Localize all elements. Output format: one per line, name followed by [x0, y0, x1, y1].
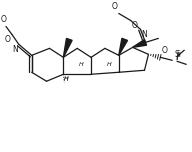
Polygon shape	[133, 40, 146, 47]
Polygon shape	[119, 38, 127, 55]
Text: H: H	[64, 76, 69, 81]
Text: H: H	[79, 62, 84, 67]
Text: N: N	[12, 45, 18, 54]
Text: N: N	[142, 30, 147, 39]
Polygon shape	[63, 38, 72, 57]
Text: H: H	[64, 77, 69, 82]
Text: O: O	[132, 21, 137, 30]
Text: O: O	[112, 2, 118, 12]
Text: H: H	[107, 62, 111, 67]
Text: O: O	[1, 16, 7, 24]
Text: Si: Si	[174, 50, 181, 59]
Text: O: O	[161, 46, 167, 55]
Text: O: O	[5, 35, 11, 44]
